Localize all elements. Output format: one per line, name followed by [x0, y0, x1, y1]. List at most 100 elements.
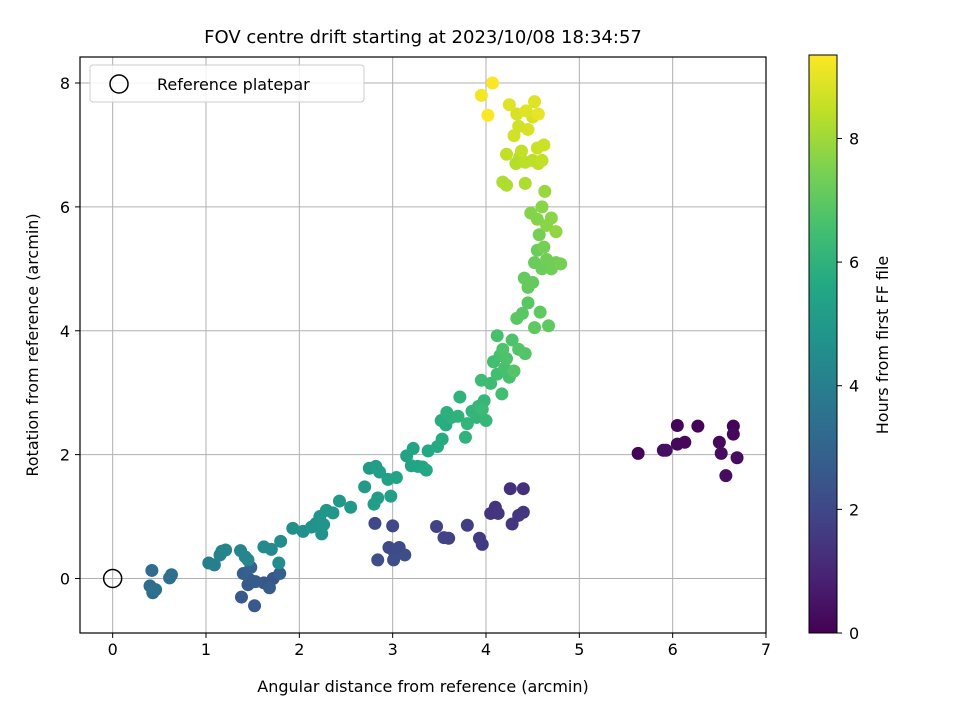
data-point: [386, 519, 400, 533]
data-point: [537, 240, 551, 254]
data-point: [406, 441, 420, 455]
data-point: [389, 471, 403, 485]
data-point: [670, 419, 684, 433]
data-point: [368, 516, 382, 530]
data-point: [332, 494, 346, 508]
data-point: [440, 406, 454, 420]
data-point: [514, 144, 528, 158]
data-point: [544, 211, 558, 225]
data-point: [398, 548, 412, 562]
data-point: [451, 409, 465, 423]
data-point: [631, 446, 645, 460]
data-point: [344, 500, 358, 514]
data-point: [535, 153, 549, 167]
data-point: [516, 482, 530, 496]
data-point: [532, 228, 546, 242]
data-point: [219, 543, 233, 557]
data-point: [264, 542, 278, 556]
x-tick-label: 5: [574, 640, 584, 659]
x-axis-label: Angular distance from reference (arcmin): [257, 677, 588, 696]
data-point: [518, 176, 532, 190]
colorbar-tick-label: 6: [849, 253, 859, 272]
x-tick-label: 7: [761, 640, 771, 659]
data-point: [670, 437, 684, 451]
data-point: [475, 402, 489, 416]
data-point: [554, 257, 568, 271]
legend-marker: [109, 74, 129, 94]
legend-entry-reference: Reference platepar: [157, 75, 310, 94]
data-point: [502, 98, 516, 112]
x-tick-label: 3: [388, 640, 398, 659]
data-point: [241, 553, 255, 567]
data-point: [486, 76, 500, 90]
data-point: [505, 517, 519, 531]
data-point: [521, 296, 535, 310]
data-point: [659, 443, 673, 457]
data-point: [384, 489, 398, 503]
data-point: [515, 306, 529, 320]
data-point: [460, 518, 474, 532]
data-point: [481, 108, 495, 122]
data-point: [273, 567, 287, 581]
y-tick-label: 4: [60, 322, 70, 341]
data-point: [248, 599, 262, 613]
axis-ticks: 0 1 2 3 4 5 6 7 0 2 4 6 8: [60, 74, 771, 659]
data-point: [387, 553, 401, 567]
data-point: [542, 319, 556, 333]
data-point: [458, 430, 472, 444]
data-point: [712, 435, 726, 449]
colorbar-tick-label: 8: [849, 129, 859, 148]
data-point: [430, 519, 444, 533]
y-tick-label: 2: [60, 446, 70, 465]
data-point: [528, 321, 542, 335]
data-point: [505, 333, 519, 347]
y-axis-label: Rotation from reference (arcmin): [23, 213, 42, 476]
y-tick-label: 0: [60, 569, 70, 588]
data-point: [262, 581, 276, 595]
data-point: [326, 506, 340, 520]
y-tick-label: 6: [60, 198, 70, 217]
colorbar-ticks: 0 2 4 6 8: [837, 129, 859, 643]
data-point: [549, 225, 563, 239]
data-point: [453, 390, 467, 404]
colorbar: 0 2 4 6 8 Hours from first FF file: [808, 54, 892, 643]
chart-title: FOV centre drift starting at 2023/10/08 …: [204, 27, 642, 48]
data-point: [531, 107, 545, 121]
data-point: [373, 465, 387, 479]
data-point: [149, 583, 163, 597]
colorbar-tick-label: 0: [849, 624, 859, 643]
data-point: [500, 147, 514, 161]
colorbar-tick-label: 4: [849, 377, 859, 396]
colorbar-label: Hours from first FF file: [873, 256, 892, 435]
data-point: [730, 451, 744, 465]
data-point: [358, 480, 372, 494]
data-point: [164, 568, 178, 582]
data-point: [518, 347, 532, 361]
x-tick-label: 1: [201, 640, 211, 659]
data-point: [479, 414, 493, 428]
data-point: [533, 305, 547, 319]
data-point: [535, 200, 549, 214]
x-tick-label: 4: [481, 640, 491, 659]
data-point: [207, 558, 221, 572]
data-point: [691, 419, 705, 433]
data-point: [248, 575, 262, 589]
data-point: [484, 376, 498, 390]
data-point: [714, 446, 728, 460]
data-point: [526, 275, 540, 289]
data-point: [500, 178, 514, 192]
data-point: [490, 329, 504, 343]
data-point: [519, 104, 533, 118]
data-point: [521, 122, 535, 136]
x-tick-label: 2: [294, 640, 304, 659]
colorbar-gradient: [808, 54, 838, 634]
y-tick-label: 8: [60, 74, 70, 93]
data-point: [538, 184, 552, 198]
data-point: [507, 364, 521, 378]
data-point: [528, 95, 542, 109]
data-point: [503, 482, 517, 496]
data-point: [274, 534, 288, 548]
data-points: [143, 76, 744, 613]
data-point: [145, 563, 159, 577]
